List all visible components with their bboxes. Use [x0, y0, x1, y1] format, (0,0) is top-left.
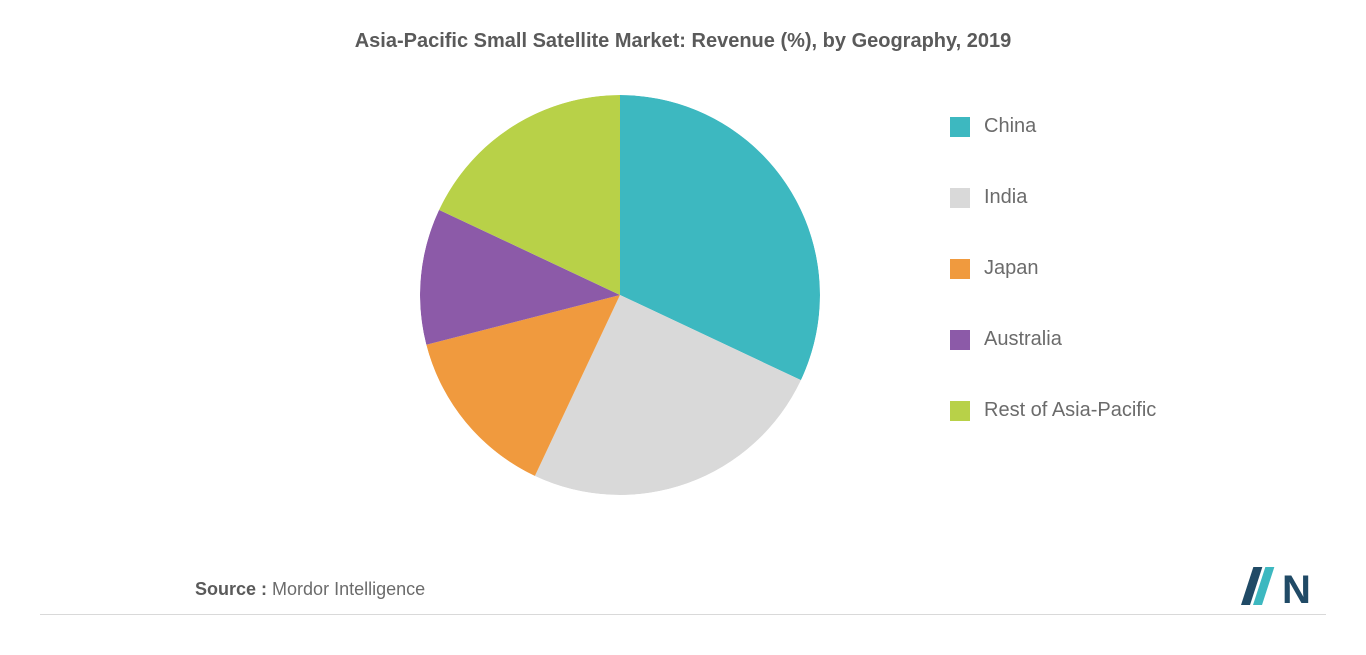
pie-svg	[420, 95, 820, 495]
legend: China India Japan Australia Rest of Asia-Pac…	[950, 115, 1156, 422]
legend-item: China	[950, 115, 1156, 138]
legend-swatch	[950, 401, 970, 421]
chart-title: Asia-Pacific Small Satellite Market: Rev…	[0, 30, 1366, 53]
source-value: Mordor Intelligence	[272, 579, 425, 599]
legend-swatch	[950, 117, 970, 137]
legend-label: Japan	[984, 257, 1039, 280]
legend-label: India	[984, 186, 1027, 209]
legend-label: Rest of Asia-Pacific	[984, 399, 1156, 422]
source-line: Source : Mordor Intelligence	[195, 579, 425, 600]
svg-text:N: N	[1282, 568, 1311, 607]
divider	[40, 614, 1326, 615]
legend-item: Australia	[950, 328, 1156, 351]
legend-swatch	[950, 330, 970, 350]
brand-logo: N	[1239, 565, 1311, 607]
legend-label: Australia	[984, 328, 1062, 351]
legend-item: Rest of Asia-Pacific	[950, 399, 1156, 422]
legend-label: China	[984, 115, 1036, 138]
source-label: Source :	[195, 579, 267, 599]
legend-item: India	[950, 186, 1156, 209]
legend-swatch	[950, 259, 970, 279]
pie-chart	[420, 95, 820, 495]
legend-item: Japan	[950, 257, 1156, 280]
legend-swatch	[950, 188, 970, 208]
